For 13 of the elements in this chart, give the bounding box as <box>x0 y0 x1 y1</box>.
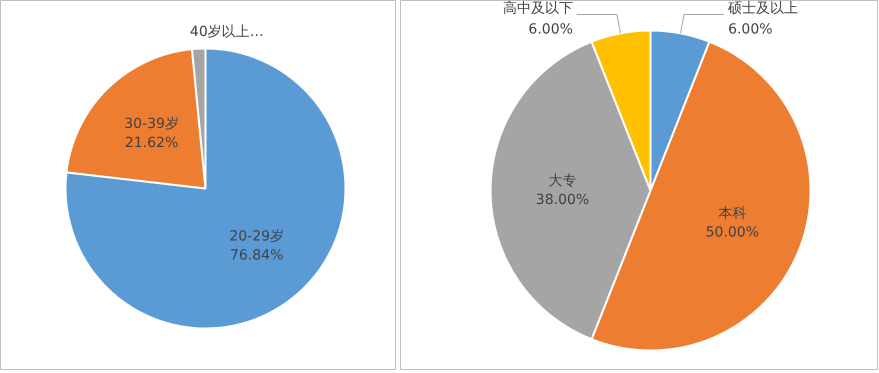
data-label: 50.00% <box>706 224 760 240</box>
data-label: 6.00% <box>728 21 773 38</box>
slice-label: 硕士及以上 <box>727 0 798 16</box>
data-label: 38.00% <box>536 192 590 208</box>
slice-label: 30-39岁 <box>124 116 179 132</box>
data-label: 6.00% <box>528 21 573 38</box>
slice-label: 本科 <box>718 205 746 222</box>
slice-label: 20-29岁 <box>229 228 284 244</box>
slice-label: 40岁以上… <box>190 24 264 40</box>
data-label: 76.84% <box>230 248 284 264</box>
data-label: 21.62% <box>124 135 178 152</box>
slice-label: 大专 <box>548 172 576 189</box>
slice-label: 高中及以下 <box>502 0 573 16</box>
